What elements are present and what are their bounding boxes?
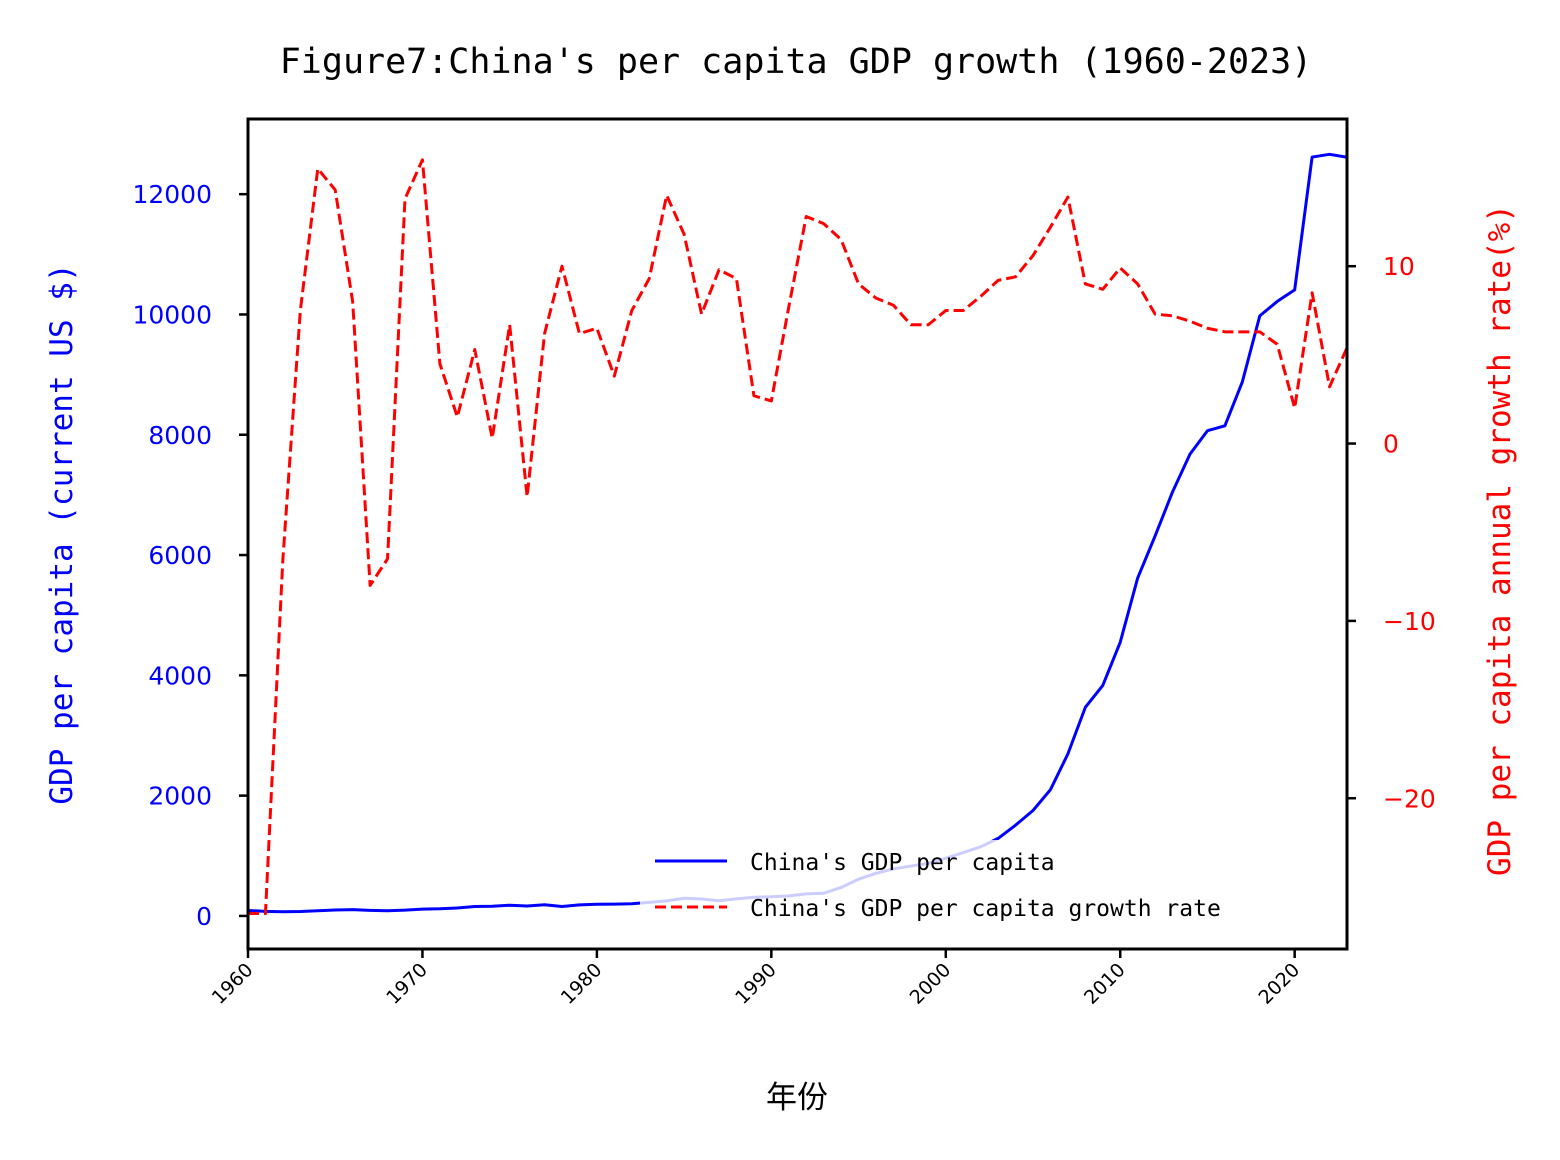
x-axis-label: 年份 [766,1080,828,1116]
y-right-tick-label: 0 [1383,430,1399,459]
legend-label-growth: China's GDP per capita growth rate [750,896,1221,922]
legend-label-gdp: China's GDP per capita [750,850,1055,876]
series-line-growth-rate [248,158,1349,916]
y-left-tick-label: 2000 [148,782,212,811]
y-left-tick-label: 4000 [148,661,212,690]
y-right-tick-label: −10 [1383,607,1436,636]
y-left-tick-label: 6000 [148,541,212,570]
y-axis-left: 0 2000 4000 6000 8000 10000 12000 [132,180,248,931]
y-axis-right-label: GDP per capita annual growth rate(%) [1482,204,1518,876]
legend: China's GDP per capita China's GDP per c… [640,840,1330,940]
y-axis-right: −20 −10 0 10 [1347,252,1436,813]
y-right-tick-label: −20 [1383,784,1436,813]
y-right-tick-label: 10 [1383,252,1415,281]
y-left-tick-label: 10000 [132,300,212,329]
chart-title: Figure7:China's per capita GDP growth (1… [280,42,1313,82]
y-left-tick-label: 8000 [148,421,212,450]
legend-box [640,840,1330,940]
plot-frame [246,117,1349,951]
y-axis-left-label: GDP per capita (current US $) [44,263,80,804]
y-left-tick-label: 12000 [132,180,212,209]
y-left-tick-label: 0 [196,902,212,931]
